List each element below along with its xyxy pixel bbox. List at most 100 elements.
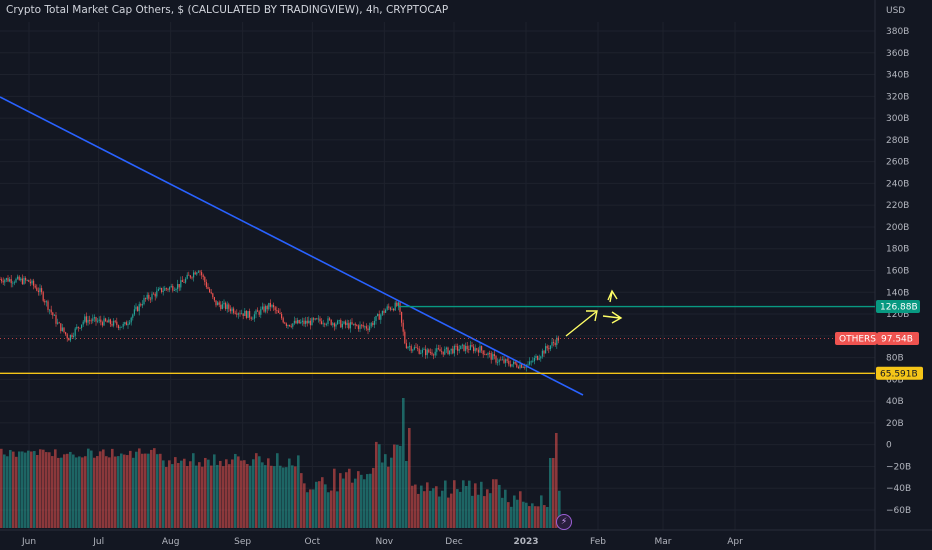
- candle-body: [532, 361, 534, 363]
- volume-bar: [123, 454, 126, 528]
- volume-bar: [150, 449, 153, 528]
- candle-body: [28, 280, 30, 282]
- volume-bar: [450, 493, 453, 528]
- candle-body: [426, 349, 428, 356]
- candle-body: [314, 318, 316, 320]
- volume-bar: [96, 456, 99, 528]
- candle-body: [434, 351, 436, 356]
- volume-bar: [18, 451, 21, 528]
- candle-body: [93, 317, 95, 319]
- volume-bar: [174, 457, 177, 528]
- volume-bar: [345, 472, 348, 528]
- candle-body: [185, 278, 187, 283]
- candle-body: [178, 284, 180, 288]
- candle-body: [397, 302, 399, 306]
- candle-body: [549, 345, 551, 350]
- candle-body: [4, 279, 6, 283]
- candle-body: [345, 321, 347, 325]
- time-tick-label: Mar: [655, 537, 672, 547]
- candle-body: [109, 319, 111, 325]
- candle-body: [282, 318, 284, 323]
- volume-bar: [447, 497, 450, 528]
- candle-body: [117, 325, 119, 329]
- candle-body: [551, 342, 553, 346]
- volume-bar: [375, 441, 378, 528]
- candle-body: [145, 298, 147, 299]
- candle-body: [445, 347, 447, 350]
- candle-body: [477, 349, 479, 353]
- candle-body: [156, 290, 158, 297]
- candle-body: [527, 364, 529, 366]
- candle-body: [218, 302, 220, 305]
- trendline[interactable]: [0, 96, 584, 396]
- volume-bar: [519, 491, 522, 528]
- candle-body: [269, 302, 271, 307]
- candle-body: [346, 323, 348, 325]
- candle-body: [101, 322, 103, 326]
- candle-body: [173, 290, 175, 291]
- volume-bar: [72, 454, 75, 528]
- volume-bar: [180, 460, 183, 528]
- volume-bar: [396, 444, 399, 528]
- price-badges: 126.88B OTHERS 97.54B 65.591B: [835, 300, 923, 380]
- volume-bar: [531, 503, 534, 528]
- candle-body: [154, 293, 156, 297]
- volume-bar: [15, 456, 18, 528]
- price-tick-label: 360B: [886, 49, 909, 59]
- volume-bar: [369, 473, 372, 528]
- candle-body: [57, 322, 59, 324]
- projection-arrow[interactable]: [565, 311, 597, 337]
- candle-body: [249, 311, 251, 318]
- volume-bar: [321, 477, 324, 528]
- candle-body: [297, 320, 299, 324]
- candle-body: [447, 347, 449, 355]
- candle-body: [474, 348, 476, 352]
- volume-bar: [387, 466, 390, 528]
- candle-body: [489, 353, 491, 354]
- candle-body: [177, 284, 179, 289]
- time-tick-label: Aug: [162, 537, 180, 547]
- candle-body: [468, 349, 470, 350]
- candle-body: [26, 280, 28, 281]
- price-axis: USD 380B 360B 340B 320B 300B 280B 260B 240B 220B 2…: [886, 6, 911, 516]
- volume-bar: [261, 462, 264, 528]
- candle-body: [492, 354, 494, 360]
- volume-bar: [183, 458, 186, 528]
- price-tick-label: 60B: [886, 375, 904, 385]
- candle-body: [404, 331, 406, 344]
- volume-bar: [525, 502, 528, 528]
- candle-body: [201, 272, 203, 276]
- volume-bar: [9, 450, 12, 528]
- volume-bar: [309, 489, 312, 528]
- support-badge: [876, 366, 923, 380]
- candle-body: [548, 348, 550, 350]
- candle-body: [164, 288, 166, 291]
- candle-body: [255, 310, 257, 315]
- time-tick-label: Dec: [445, 537, 462, 547]
- candle-body: [557, 337, 559, 341]
- candle-body: [354, 323, 356, 326]
- volume-bar: [186, 466, 189, 528]
- volume-bar: [57, 457, 60, 528]
- price-tick-label: 140B: [886, 288, 909, 298]
- lightning-icon[interactable]: ⚡: [556, 514, 572, 530]
- volume-bar: [141, 453, 144, 528]
- candle-body: [116, 321, 118, 326]
- candle-body: [186, 274, 188, 279]
- volume-bar: [504, 489, 507, 528]
- candle-body: [455, 345, 457, 347]
- candle-body: [394, 302, 396, 311]
- candle-body: [194, 272, 196, 275]
- candle-body: [65, 332, 67, 335]
- candle-body: [133, 309, 135, 315]
- candle-body: [73, 335, 75, 337]
- candle-body: [47, 301, 49, 310]
- candle-body: [389, 307, 391, 310]
- candle-body: [146, 294, 148, 299]
- volume-bar: [270, 465, 273, 528]
- candle-body: [202, 275, 204, 278]
- candle-body: [193, 272, 195, 278]
- candle-body: [165, 288, 167, 290]
- volume-bar: [129, 450, 132, 528]
